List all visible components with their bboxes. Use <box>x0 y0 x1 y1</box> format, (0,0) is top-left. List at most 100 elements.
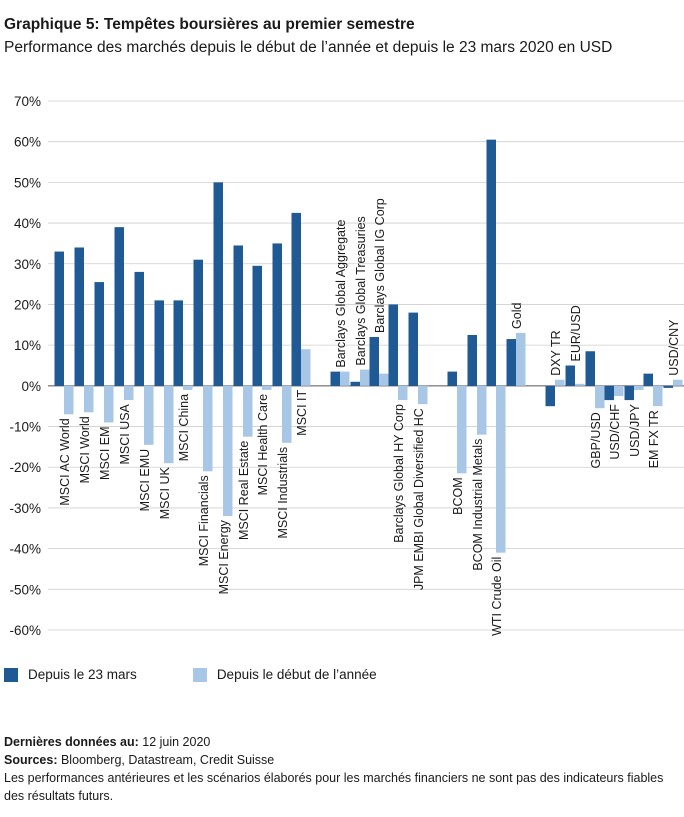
bar-year-to-date <box>398 385 408 401</box>
bar-year-to-date <box>64 385 74 415</box>
bar-year-to-date <box>301 349 311 386</box>
y-tick-label: 30% <box>14 257 41 272</box>
y-tick-label: 70% <box>14 94 41 109</box>
bar-year-to-date <box>223 385 233 517</box>
bar-since-march-23 <box>330 371 340 386</box>
bar-year-to-date <box>457 385 467 474</box>
footer: Dernières données au: 12 juin 2020 Sourc… <box>4 733 674 805</box>
category-label: GBP/USD <box>589 412 603 468</box>
category-label: MSCI AC World <box>58 418 72 505</box>
legend-swatch-light <box>192 667 207 682</box>
bar-since-march-23 <box>114 227 124 386</box>
y-tick-label: -40% <box>9 542 41 557</box>
bar-since-march-23 <box>213 182 223 386</box>
y-tick-label: 40% <box>14 216 41 231</box>
bar-since-march-23 <box>624 385 634 401</box>
category-label: MSCI Energy <box>217 519 231 594</box>
bar-year-to-date <box>575 383 585 386</box>
category-label: Gold <box>510 302 524 328</box>
category-label: EUR/USD <box>569 305 583 361</box>
category-label: MSCI Real Estate <box>237 441 251 540</box>
category-label: MSCI EMU <box>138 449 152 512</box>
legend-label-light: Depuis le début de l’année <box>216 667 377 682</box>
bar-year-to-date <box>555 379 565 386</box>
category-label: WTI Crude Oil <box>490 557 504 636</box>
bar-year-to-date <box>124 385 134 401</box>
bar-since-march-23 <box>272 243 282 386</box>
bar-since-march-23 <box>54 251 64 386</box>
category-label: JPM EMBI Global Diversified HC <box>412 408 426 590</box>
bar-year-to-date <box>340 371 350 386</box>
disclaimer: Les performances antérieures et les scén… <box>4 771 664 803</box>
sources-label: Sources: <box>4 753 58 767</box>
bar-since-march-23 <box>134 271 144 386</box>
y-axis-ticks: 70% 60% 50% 40% 30% 20% 10% 0% -10% -20% -30% -40% -… <box>9 94 41 638</box>
bar-year-to-date <box>282 385 292 443</box>
bar-since-march-23 <box>408 312 418 386</box>
y-tick-label: -50% <box>9 582 41 597</box>
bar-since-march-23 <box>94 282 104 386</box>
bar-year-to-date <box>673 379 683 386</box>
category-label: USD/JPY <box>628 403 642 456</box>
category-label: MSCI Financials <box>197 475 211 566</box>
bar-year-to-date <box>379 373 389 386</box>
category-label: Barclays Global Treasuries <box>354 216 368 365</box>
legend-item-dark: Depuis le 23 mars <box>4 667 137 682</box>
bar-year-to-date <box>164 385 174 464</box>
category-label: Barclays Global Aggregate <box>334 220 348 368</box>
bar-year-to-date <box>84 385 94 413</box>
legend-swatch-dark <box>4 667 18 682</box>
bar-since-march-23 <box>173 300 183 386</box>
bar-year-to-date <box>634 385 644 390</box>
category-label: Barclays Global HY Corp <box>392 404 406 543</box>
bar-since-march-23 <box>643 373 653 386</box>
bar-year-to-date <box>614 385 624 397</box>
last-data-value: 12 juin 2020 <box>138 735 211 749</box>
category-label: MSCI China <box>177 394 191 461</box>
legend-label-dark: Depuis le 23 mars <box>28 667 137 682</box>
sources-line: Sources: Bloomberg, Datastream, Credit S… <box>4 751 674 769</box>
bar-since-march-23 <box>154 300 164 386</box>
bar-year-to-date <box>104 385 114 423</box>
legend-item-light: Depuis le début de l’année <box>192 667 377 682</box>
bar-since-march-23 <box>233 245 243 386</box>
y-tick-label: 50% <box>14 175 41 190</box>
bar-since-march-23 <box>350 381 360 386</box>
bar-since-march-23 <box>486 139 496 386</box>
bar-year-to-date <box>516 332 526 386</box>
bar-year-to-date <box>477 385 487 435</box>
bar-since-march-23 <box>291 212 301 386</box>
category-label: EM FX TR <box>647 410 661 468</box>
category-label: MSCI Health Care <box>256 394 270 495</box>
bar-since-march-23 <box>604 385 614 401</box>
category-label: Barclays Global IG Corp <box>373 198 387 333</box>
bar-year-to-date <box>144 385 154 445</box>
bar-chart: 70% 60% 50% 40% 30% 20% 10% 0% -10% -20% -30% -40% -… <box>9 94 684 638</box>
category-label: MSCI World <box>78 416 92 483</box>
bar-since-march-23 <box>565 365 575 386</box>
sources-value: Bloomberg, Datastream, Credit Suisse <box>57 753 275 767</box>
bars <box>54 139 683 553</box>
bar-year-to-date <box>203 385 213 472</box>
y-tick-label: 20% <box>14 297 41 312</box>
category-labels: MSCI AC World MSCI World MSCI EM MSCI USA MS… <box>58 198 681 636</box>
bar-since-march-23 <box>447 371 457 386</box>
chart-title: Graphique 5: Tempêtes boursières au prem… <box>4 16 415 33</box>
category-label: MSCI EM <box>98 426 112 479</box>
bar-year-to-date <box>360 369 370 386</box>
y-tick-label: 60% <box>14 135 41 150</box>
bar-since-march-23 <box>585 351 595 386</box>
bar-since-march-23 <box>545 385 555 407</box>
y-tick-label: 0% <box>21 379 41 394</box>
category-label: USD/CHF <box>608 404 622 460</box>
y-tick-label: -60% <box>9 623 41 638</box>
bar-since-march-23 <box>369 337 379 386</box>
y-tick-label: -20% <box>9 460 41 475</box>
gridlines <box>48 100 684 631</box>
bar-year-to-date <box>496 385 506 553</box>
category-label: MSCI Industrials <box>276 447 290 539</box>
category-label: MSCI UK <box>158 467 172 520</box>
bar-year-to-date <box>262 385 272 390</box>
bar-year-to-date <box>595 385 605 409</box>
y-tick-label: 10% <box>14 338 41 353</box>
